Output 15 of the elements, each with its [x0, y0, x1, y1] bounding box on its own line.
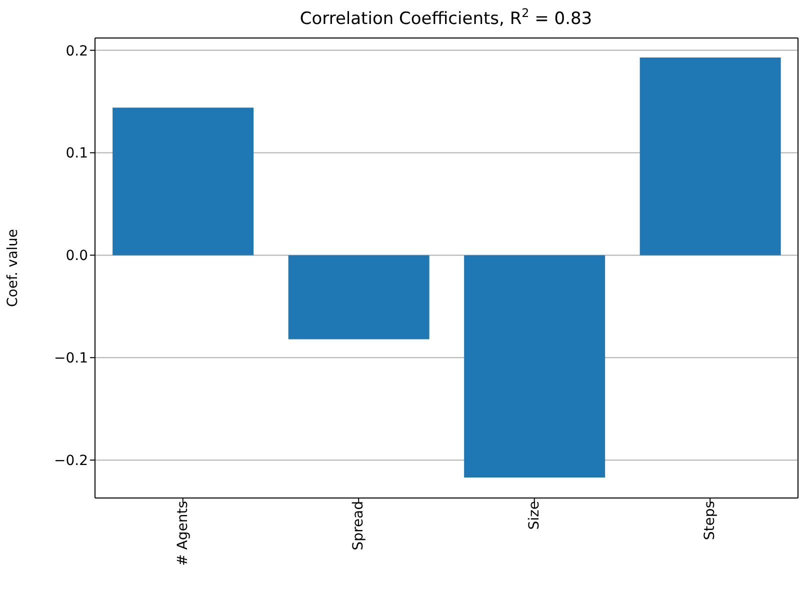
y-tick-label: −0.2	[54, 453, 88, 470]
bar	[112, 108, 254, 256]
x-tick-label: Steps	[702, 501, 718, 540]
bar	[288, 255, 430, 340]
y-tick-label: 0.1	[66, 146, 88, 162]
x-tick-label: # Agents	[174, 501, 191, 566]
x-tick-label: Size	[526, 501, 542, 530]
bar	[640, 57, 781, 256]
y-axis-title: Coef. value	[4, 228, 21, 308]
bar	[464, 255, 606, 478]
y-tick-label: 0.0	[66, 248, 88, 264]
x-tick-label: Spread	[350, 501, 367, 550]
y-tick-label: −0.1	[54, 350, 88, 367]
chart-title: Correlation Coefficients, R$^{2}$ = 0.83	[300, 6, 592, 29]
y-tick-label: 0.2	[66, 43, 88, 60]
